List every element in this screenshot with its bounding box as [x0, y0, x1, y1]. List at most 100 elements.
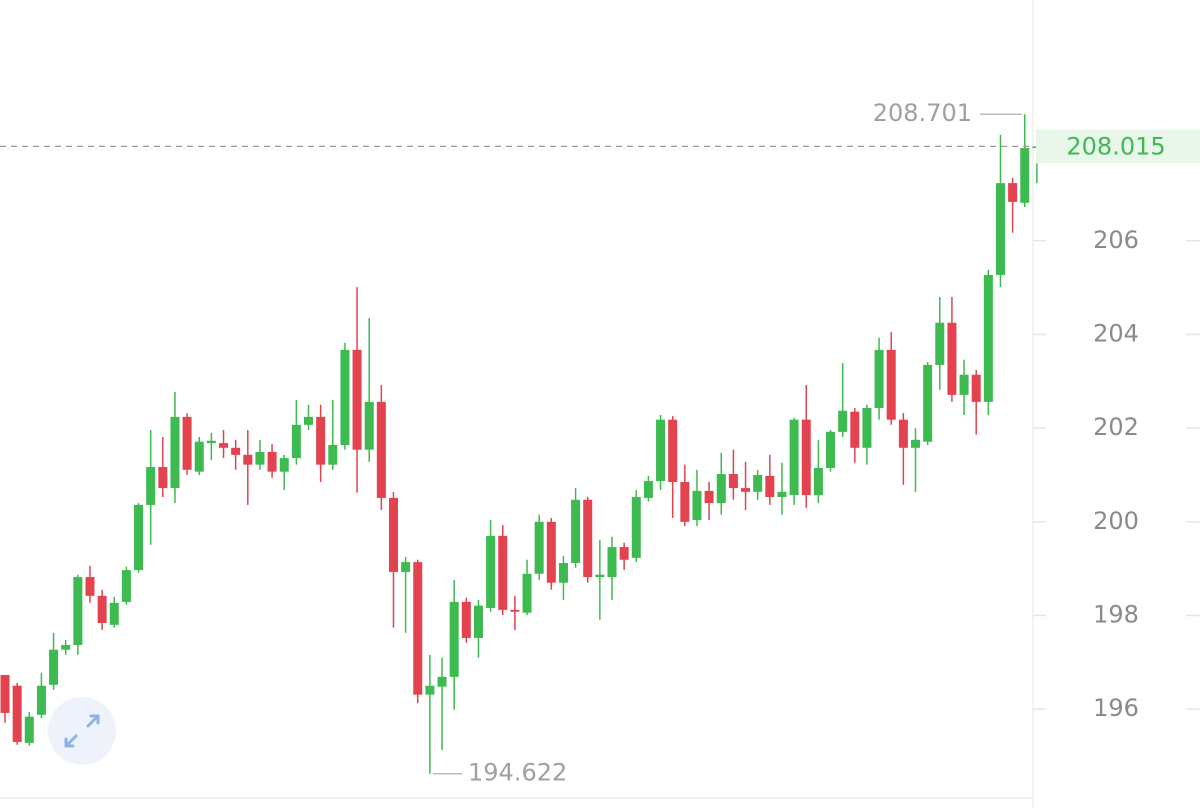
candle-body [534, 521, 544, 574]
candle-body [680, 481, 690, 522]
candle-body [85, 577, 95, 596]
candle-body [995, 183, 1005, 275]
candle-body [862, 407, 872, 448]
candle-body [631, 496, 641, 558]
candle-body [182, 416, 192, 470]
last-price-label: 208.015 [1066, 132, 1165, 160]
candle-body [959, 374, 969, 395]
expand-icon[interactable] [64, 714, 100, 748]
candle-body [24, 716, 34, 743]
candle-body [376, 401, 386, 498]
candle-body [741, 488, 751, 492]
candle-body [886, 349, 896, 420]
y-tick-label: 204 [1093, 319, 1139, 347]
candle-body [243, 454, 253, 465]
candle-body [279, 458, 289, 472]
candle-body [583, 499, 593, 578]
candle-body [704, 490, 714, 504]
y-tick-label: 198 [1093, 600, 1139, 628]
high-label: 208.701 [873, 99, 972, 127]
candle-body [0, 674, 10, 713]
candle-body [522, 573, 532, 613]
candle-body [692, 490, 702, 520]
candle-body [838, 410, 848, 432]
candle-body [947, 322, 957, 395]
candle-body [194, 441, 204, 472]
last-price-box [1036, 129, 1200, 164]
candle-body [231, 447, 241, 455]
candle-body [352, 349, 362, 450]
candle-body [558, 563, 568, 583]
candle-body [898, 419, 908, 448]
candle-body [935, 322, 945, 365]
candle-body [255, 452, 265, 465]
candle-body [668, 419, 678, 482]
candle-body [109, 602, 119, 625]
candle-body [595, 574, 605, 578]
candle-body [486, 535, 496, 608]
candle-body [643, 481, 653, 498]
candle-body [364, 401, 374, 450]
candle-body [206, 440, 216, 444]
candle-body [874, 349, 884, 408]
candle-body [328, 444, 338, 465]
candle-body [49, 649, 59, 685]
y-tick-label: 196 [1093, 694, 1139, 722]
candle-body [911, 439, 920, 448]
candle-body [340, 349, 350, 445]
candle-body [304, 416, 313, 425]
candle-body [728, 474, 738, 489]
candle-body [571, 499, 581, 564]
candle-body [291, 424, 301, 459]
low-label: 194.622 [468, 759, 567, 787]
candle-body [146, 467, 156, 505]
candle-body [158, 467, 168, 489]
candle-body [170, 416, 180, 489]
candle-body [134, 504, 144, 571]
candle-body [1020, 148, 1030, 203]
candle-body [73, 577, 83, 645]
candle-body [923, 364, 933, 442]
candle-body [316, 416, 326, 465]
candle-body [498, 535, 508, 610]
candle-body [607, 547, 617, 578]
candle-body [97, 595, 107, 623]
candle-body [219, 443, 229, 448]
candle-body [449, 601, 459, 677]
candle-body [753, 474, 763, 492]
candle-body [425, 685, 435, 695]
candle-body [36, 685, 46, 715]
candle-body [789, 419, 799, 496]
candle-body [473, 605, 483, 638]
candle-body [437, 676, 447, 687]
candle-body [388, 497, 398, 572]
candle-body [813, 467, 823, 496]
candle-body [12, 685, 22, 742]
candle-body [1008, 183, 1018, 202]
y-tick-label: 200 [1093, 507, 1139, 535]
candle-body [267, 452, 277, 472]
candle-body [401, 562, 411, 572]
candle-body [777, 491, 787, 497]
candle-body [983, 274, 993, 402]
candle-body [765, 475, 775, 497]
candle-body [461, 601, 471, 638]
expand-button[interactable] [48, 697, 116, 765]
candle-body [850, 411, 860, 448]
candle-body [656, 419, 666, 482]
y-tick-label: 206 [1093, 226, 1139, 254]
candle-body [826, 431, 836, 468]
expand-circle[interactable] [48, 697, 116, 765]
candle-body [716, 474, 726, 504]
candle-body [510, 609, 520, 612]
candle-body [61, 644, 71, 650]
candle-body [546, 521, 556, 583]
candle-body [413, 562, 423, 695]
y-tick-label: 202 [1093, 413, 1139, 441]
candle-body [619, 547, 629, 560]
candle-body [971, 374, 981, 402]
candle-body [121, 570, 131, 602]
candle-body [801, 419, 811, 496]
